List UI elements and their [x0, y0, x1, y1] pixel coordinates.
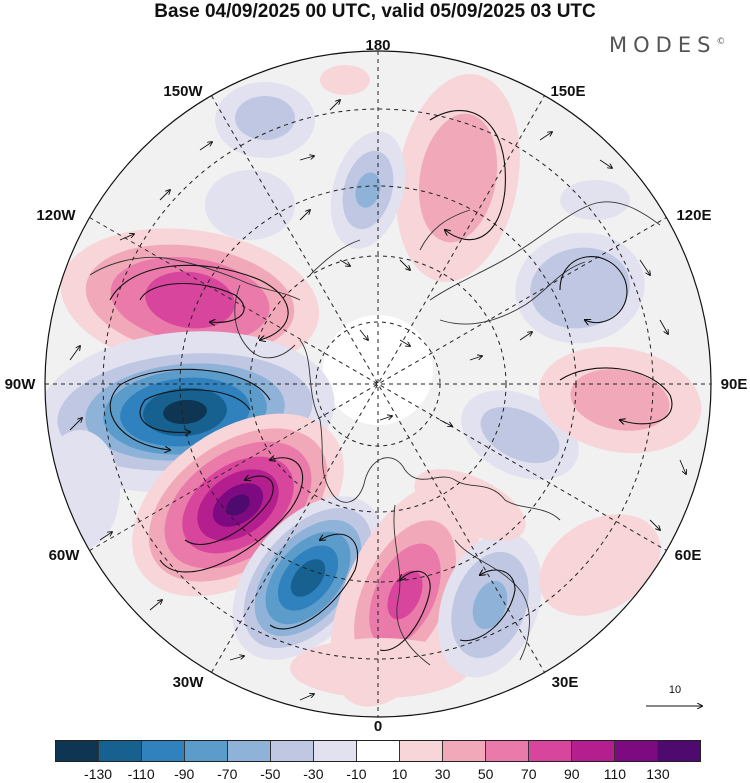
colorbar-tick-label: 110	[603, 766, 627, 782]
lon-label-120w: 120W	[36, 207, 76, 224]
colorbar-tick-label: -50	[260, 766, 281, 782]
colorbar-tick-label: 90	[564, 766, 580, 782]
anomaly-neg-150w-inner	[235, 96, 295, 140]
colorbar	[55, 740, 701, 762]
colorbar-cell	[142, 741, 185, 761]
lon-label-180: 180	[365, 37, 390, 54]
anomaly-pos-155e	[396, 74, 520, 282]
colorbar-tick-label: -110	[127, 766, 155, 782]
anomaly-neg-110e	[515, 232, 645, 344]
colorbar-tick-label: -90	[174, 766, 195, 782]
anomaly-neg-130e	[560, 180, 630, 220]
lon-label-30e: 30E	[552, 674, 579, 691]
colorbar-cell	[185, 741, 228, 761]
lon-label-150e: 150E	[550, 83, 585, 100]
lon-label-90e: 90E	[721, 376, 748, 393]
colorbar-tick-label: 130	[646, 766, 670, 782]
anomaly-pos-0-south	[290, 638, 470, 698]
colorbar-tick-label: -30	[303, 766, 324, 782]
colorbar-tick-label: 50	[477, 766, 494, 782]
anomaly-pos-30e-inner	[414, 469, 526, 541]
lon-label-150w: 150W	[163, 83, 203, 100]
colorbar-tick-label: 70	[520, 766, 537, 782]
colorbar-tick-label: 30	[434, 766, 451, 782]
colorbar-tick-label: -10	[346, 766, 367, 782]
colorbar-tick-labels: -130 -110 -90 -70 -50 -30 -10 10 30 50 70 90 110 130	[55, 766, 701, 782]
anomaly-neg-170e	[330, 131, 406, 249]
chart-title: Base 04/09/2025 00 UTC, valid 05/09/2025…	[154, 1, 596, 22]
anomaly-pos-120w	[60, 228, 320, 372]
colorbar-tick-label: -70	[217, 766, 238, 782]
colorbar-tick-label: 10	[391, 766, 408, 782]
wind-streamlines	[109, 110, 673, 651]
lon-label-120e: 120E	[676, 207, 711, 224]
polar-stereographic-map: 180 150E 120E 90E 60E 30E 0 30W 60W 90W …	[5, 37, 748, 735]
colorbar-cell	[400, 741, 443, 761]
anomaly-pos-80e	[538, 346, 702, 454]
colorbar-cell	[271, 741, 314, 761]
arctic-neutral-region-2	[320, 65, 370, 95]
anomaly-neg-10e	[438, 532, 542, 678]
wind-vectors	[69, 100, 686, 701]
colorbar-tick-label: -130	[84, 766, 113, 782]
map-boundary	[44, 50, 712, 718]
lon-label-60e: 60E	[675, 547, 702, 564]
colorbar-cell	[529, 741, 572, 761]
colorbar-cell	[99, 741, 142, 761]
meridian-lines	[45, 51, 711, 717]
colorbar-cell	[443, 741, 486, 761]
vector-scale-label: 10	[669, 684, 681, 696]
colorbar-cell	[486, 741, 529, 761]
colorbar-cell	[314, 741, 357, 761]
colorbar-cell	[658, 741, 700, 761]
colorbar-cell	[615, 741, 658, 761]
lon-label-0: 0	[374, 718, 382, 735]
colorbar-cell	[357, 741, 400, 761]
colorbar-cell	[228, 741, 271, 761]
anomaly-pos-40e	[539, 514, 661, 616]
anomaly-neg-140w	[205, 170, 295, 240]
modes-brand-logo: MODES©	[609, 33, 726, 57]
colorbar-cell	[56, 741, 99, 761]
coastlines	[89, 201, 661, 666]
lon-label-30w: 30W	[173, 674, 205, 691]
colorbar-cell	[572, 741, 615, 761]
lon-label-90w: 90W	[5, 376, 37, 393]
lon-label-60w: 60W	[49, 547, 81, 564]
